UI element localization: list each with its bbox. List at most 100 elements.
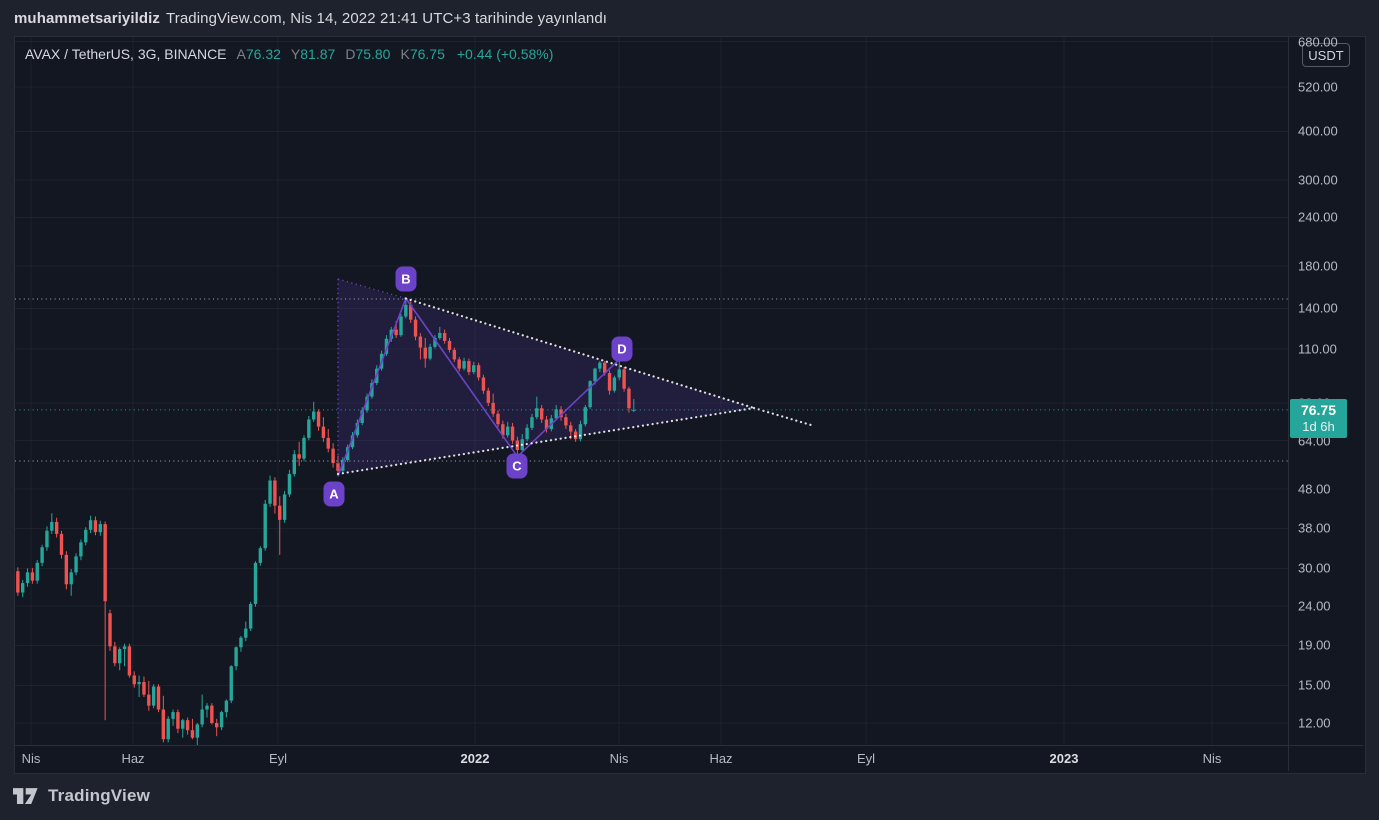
axis-corner (1288, 745, 1363, 771)
legend-open: A 76.32 (236, 46, 281, 62)
candle-body-up (268, 480, 272, 504)
candle-body-down (215, 723, 219, 728)
candle-body-up (525, 427, 529, 440)
candle-body-down (132, 675, 136, 685)
candle-body-down (64, 554, 69, 585)
candle-body-up (25, 572, 30, 584)
candle-body-up (282, 494, 287, 520)
candle-body-up (239, 637, 243, 648)
price-tick-label: 140.00 (1298, 300, 1338, 316)
candle-body-down (544, 419, 549, 430)
candle-body-down (210, 705, 214, 724)
candle-body-up (151, 686, 156, 706)
candle-body-down (297, 454, 301, 459)
candle-body-up (384, 338, 389, 354)
pattern-point-d-badge[interactable]: D (611, 336, 633, 362)
candle-body-up (588, 381, 592, 408)
candle-body-down (413, 319, 418, 337)
candle-body-down (501, 424, 505, 436)
candle-body-up (224, 700, 229, 713)
candle-body-down (496, 413, 500, 425)
chart-pane: A B C D AVAX / TetherUS, 3G, BINANCE A 76.32… (14, 36, 1366, 774)
time-label-month: Nis (609, 751, 629, 766)
symbol-title: AVAX / TetherUS, 3G, BINANCE (25, 46, 227, 62)
candle-body-down (273, 480, 277, 506)
candle-body-up (234, 647, 238, 667)
candle-body-down (321, 426, 326, 438)
candle-body-up (612, 377, 617, 391)
legend-high: Y 81.87 (290, 46, 336, 62)
candle-body-up (219, 712, 224, 728)
candle-body-down (156, 686, 161, 710)
candle-body-down (326, 437, 330, 449)
candle-body-down (607, 372, 612, 391)
time-label-month: Haz (121, 751, 145, 766)
candle-body-down (394, 329, 398, 336)
price-tick-label: 30.00 (1298, 560, 1331, 576)
candle-body-down (510, 426, 515, 441)
time-label-month: Nis (21, 751, 41, 766)
last-price-value: 76.75 (1300, 401, 1337, 418)
candle-body-down (467, 361, 471, 373)
price-tick-label: 24.00 (1298, 598, 1331, 614)
price-chart-plot[interactable] (15, 37, 1288, 745)
price-axis[interactable]: USDT 76.75 1d 6h 680.00 520.00 400.00 300.0… (1288, 37, 1363, 745)
candle-body-down (59, 533, 64, 555)
pattern-point-a-badge[interactable]: A (323, 481, 345, 507)
candle-body-down (127, 646, 132, 676)
pattern-point-c-badge[interactable]: C (506, 453, 528, 479)
candle-body-up (244, 628, 248, 638)
candle-body-up (287, 473, 292, 495)
candle-body-up (389, 329, 393, 339)
price-tick-label: 15.00 (1298, 677, 1331, 693)
candle-body-up (166, 718, 170, 740)
candle-body-down (142, 682, 146, 695)
candle-body-up (40, 547, 44, 563)
candle-body-up (593, 368, 597, 382)
pattern-upper-trendline (404, 297, 756, 410)
candle-body-down (336, 463, 340, 471)
candle-body-down (452, 349, 457, 360)
price-tick-label: 12.00 (1298, 715, 1331, 731)
candle-body-down (331, 448, 335, 464)
pattern-zigzag-line (337, 296, 620, 477)
time-label-month: Haz (709, 751, 733, 766)
candle-body-down (481, 377, 486, 391)
candle-body-down (278, 505, 282, 520)
candle-body-up (79, 542, 83, 557)
candle-body-down (185, 720, 190, 731)
candle-body-down (486, 390, 490, 403)
candle-body-up (74, 556, 78, 573)
pattern-point-b-badge[interactable]: B (395, 266, 417, 292)
candle-body-down (190, 730, 195, 738)
candle-body-up (263, 503, 267, 549)
candle-body-down (418, 336, 423, 348)
candle-body-down (442, 333, 447, 341)
time-label-month: Eyl (856, 751, 876, 766)
time-axis[interactable]: Nis Haz Eyl 2022 Nis Haz Eyl 2023 Nis (15, 745, 1288, 771)
tradingview-wordmark[interactable]: TradingView (48, 786, 151, 805)
candle-body-up (632, 409, 636, 411)
candle-body-up (535, 408, 539, 418)
candle-body-up (181, 720, 185, 729)
candle-body-up (229, 666, 233, 701)
candle-body-up (399, 316, 403, 336)
price-tick-label: 110.00 (1298, 341, 1337, 357)
candle-body-up (462, 361, 466, 369)
candle-body-up (583, 407, 587, 425)
candle-body-down (113, 646, 117, 664)
candle-body-up (171, 712, 175, 719)
legend-close: K 76.75 (400, 46, 445, 62)
tradingview-logo-icon[interactable] (13, 786, 40, 807)
time-label-year: 2022 (460, 751, 490, 766)
candle-body-down (476, 365, 481, 378)
candle-body-up (69, 572, 73, 585)
candle-body-up (88, 520, 93, 530)
candle-body-down (103, 524, 107, 602)
price-tick-label: 48.00 (1298, 481, 1331, 497)
candle-body-up (248, 603, 253, 629)
price-tick-label: 240.00 (1298, 209, 1338, 225)
price-tick-label: 680.00 (1298, 37, 1338, 50)
candle-body-down (423, 347, 427, 359)
candle-body-down (54, 521, 59, 534)
